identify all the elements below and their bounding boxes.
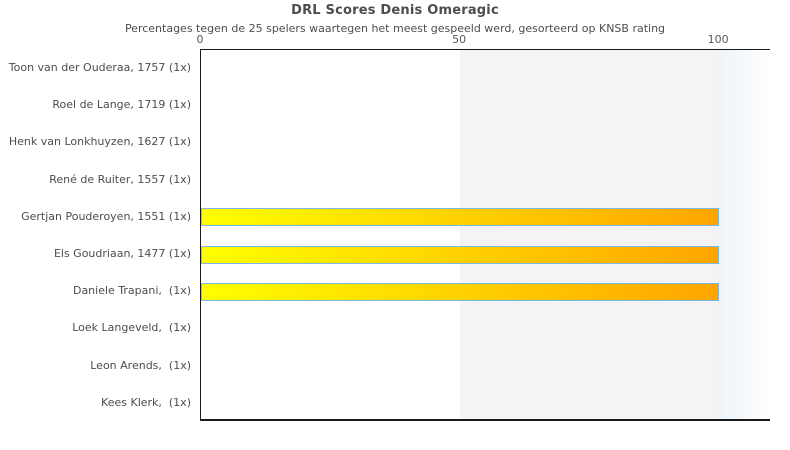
category-label: Henk van Lonkhuyzen, 1627 (1x) — [8, 135, 191, 149]
score-bar — [201, 282, 720, 301]
chart-title: DRL Scores Denis Omeragic — [291, 3, 499, 18]
x-tick-label: 50 — [452, 33, 467, 46]
category-label: Els Goudriaan, 1477 (1x) — [53, 247, 191, 260]
score-bar — [201, 245, 720, 264]
chart-subtitle: Percentages tegen de 25 spelers waartege… — [124, 22, 666, 35]
x-tick-label: 100 — [707, 33, 729, 46]
x-tick-label: 0 — [196, 33, 204, 46]
category-label: Loek Langeveld, (1x) — [72, 321, 191, 335]
category-label: Gertjan Pouderoyen, 1551 (1x) — [21, 209, 191, 223]
category-label: Kees Klerk, (1x) — [101, 395, 191, 409]
category-label: René de Ruiter, 1557 (1x) — [49, 172, 191, 186]
plot-band — [460, 50, 720, 419]
category-label: Toon van der Ouderaa, 1757 (1x) — [8, 61, 191, 74]
y-axis-labels: Toon van der Ouderaa, 1757 (1x) Roel de L… — [0, 49, 191, 421]
score-bar — [201, 208, 720, 227]
plot-area — [200, 49, 771, 421]
category-label: Roel de Lange, 1719 (1x) — [52, 98, 191, 112]
category-label: Daniele Trapani, (1x) — [72, 284, 191, 298]
category-label: Leon Arends, (1x) — [90, 358, 191, 372]
plot-band — [719, 50, 771, 419]
